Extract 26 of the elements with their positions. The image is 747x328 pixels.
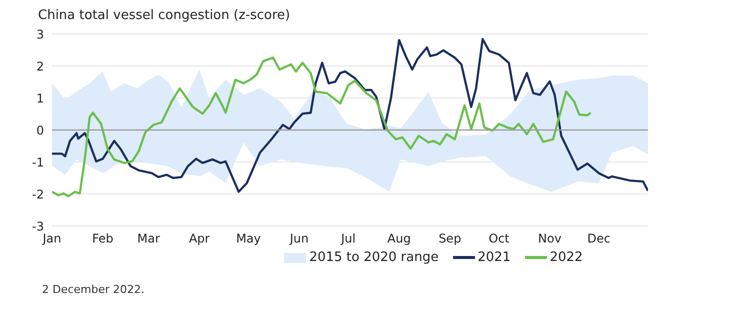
text: 2 December 2022. — [42, 283, 146, 296]
legend-label: 2021 — [478, 250, 511, 265]
line-series — [52, 56, 592, 198]
x-tick-label: Oct — [488, 232, 510, 246]
x-tick-label: Feb — [92, 232, 114, 246]
x-tick-label: Jun — [288, 232, 309, 246]
x-tick-label: Sep — [438, 232, 462, 246]
chart-title: China total vessel congestion (z-score) — [38, 8, 292, 25]
x-tick-label: Jul — [340, 232, 356, 246]
legend-label: 2022 — [550, 250, 583, 265]
x-tick-label: May — [236, 232, 261, 246]
y-tick-label: 1 — [36, 91, 44, 106]
y-tick-label: 2 — [36, 59, 44, 74]
legend-label: 2015 to 2020 range — [309, 250, 439, 265]
x-tick-label: Dec — [587, 232, 610, 246]
x-tick-label: Nov — [538, 232, 562, 246]
y-tick-label: -2 — [32, 187, 44, 202]
x-tick-label: Aug — [387, 232, 411, 246]
x-tick-label: Apr — [188, 232, 210, 246]
line-series — [52, 38, 648, 193]
x-tick-label: Mar — [137, 232, 160, 246]
y-tick-label: 0 — [36, 123, 44, 138]
y-tick-label: 3 — [36, 27, 44, 42]
y-tick-label: -1 — [32, 155, 44, 170]
y-tick-label: -3 — [32, 219, 44, 234]
x-tick-label: Jan — [42, 232, 62, 246]
